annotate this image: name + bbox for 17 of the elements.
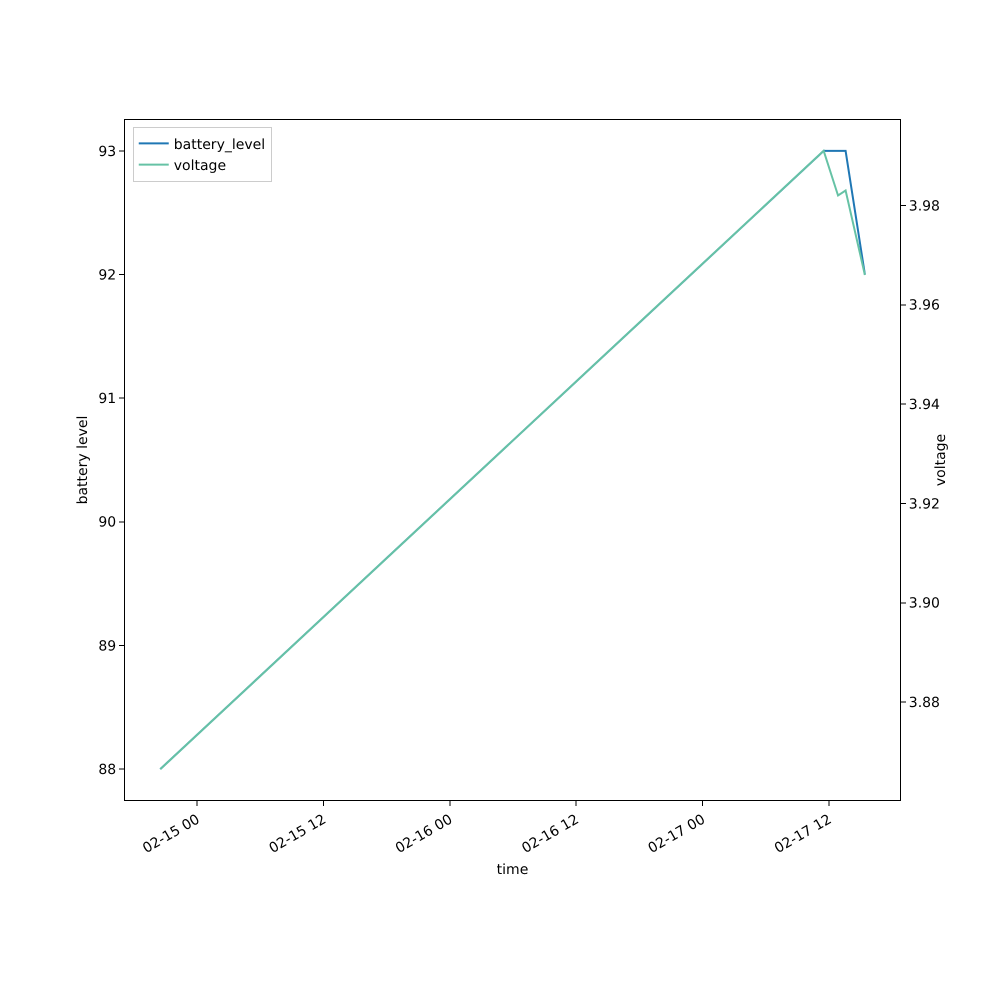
y2-tick-label: 3.90 xyxy=(908,596,940,612)
y-tick-label: 90 xyxy=(98,514,116,531)
y-tick-label: 88 xyxy=(98,762,116,778)
y-tick-label: 92 xyxy=(98,267,116,284)
y-tick-label: 89 xyxy=(98,638,116,654)
y2-tick-label: 3.94 xyxy=(908,397,940,414)
y2-tick-label: 3.88 xyxy=(908,695,940,712)
y-axis-title: battery level xyxy=(75,416,91,504)
y2-axis-title: voltage xyxy=(933,434,949,486)
y2-tick-label: 3.96 xyxy=(908,298,940,314)
y2-tick-label: 3.92 xyxy=(908,496,940,512)
legend-label: battery_level xyxy=(174,136,266,153)
x-axis-title: time xyxy=(496,862,528,878)
y-tick-label: 93 xyxy=(98,144,116,160)
y-tick-label: 91 xyxy=(98,391,116,408)
legend-label: voltage xyxy=(174,158,226,174)
y2-tick-label: 3.98 xyxy=(908,198,940,214)
